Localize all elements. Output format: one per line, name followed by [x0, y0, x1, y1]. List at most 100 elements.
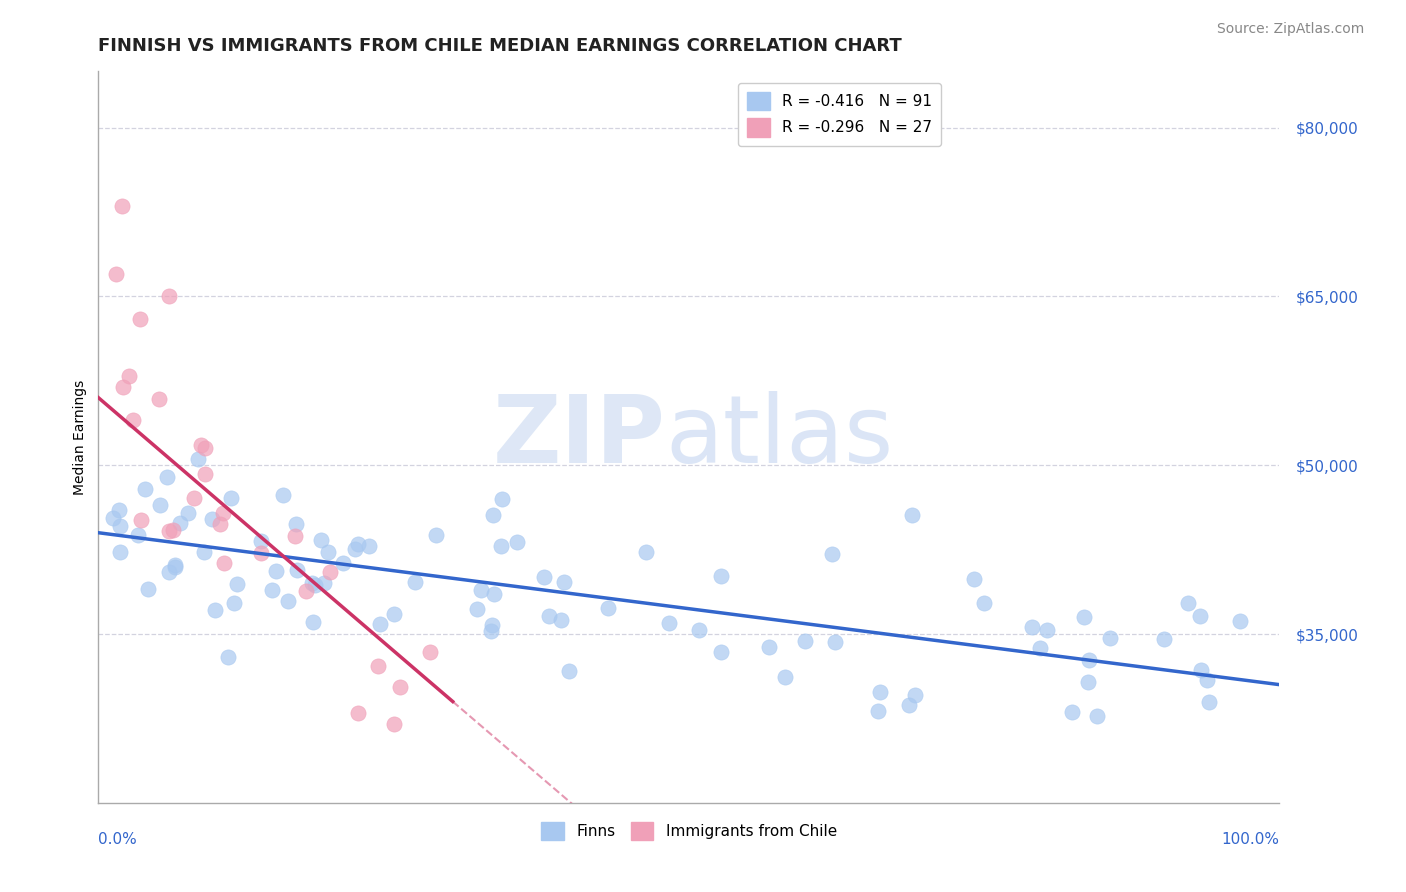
- Point: [314, 575, 336, 590]
- Point: [1229, 615, 1251, 629]
- Point: [285, 517, 308, 532]
- Point: [553, 574, 575, 589]
- Point: [162, 523, 184, 537]
- Point: [204, 603, 226, 617]
- Point: [211, 506, 233, 520]
- Point: [596, 600, 619, 615]
- Point: [1198, 695, 1220, 709]
- Text: 100.0%: 100.0%: [1222, 832, 1279, 847]
- Point: [634, 545, 657, 559]
- Point: [264, 564, 287, 578]
- Legend: Finns, Immigrants from Chile: Finns, Immigrants from Chile: [534, 815, 844, 847]
- Point: [533, 569, 555, 583]
- Point: [107, 503, 129, 517]
- Point: [105, 267, 128, 281]
- Point: [357, 539, 380, 553]
- Point: [332, 556, 354, 570]
- Point: [1085, 708, 1108, 723]
- Point: [157, 289, 180, 303]
- Point: [217, 650, 239, 665]
- Point: [904, 688, 927, 702]
- Point: [1197, 673, 1219, 687]
- Point: [382, 717, 405, 731]
- Point: [368, 616, 391, 631]
- Point: [868, 704, 890, 718]
- Point: [1177, 596, 1199, 610]
- Point: [249, 534, 271, 549]
- Point: [316, 545, 339, 559]
- Point: [112, 380, 135, 394]
- Point: [1036, 623, 1059, 637]
- Point: [183, 491, 205, 505]
- Point: [156, 470, 179, 484]
- Point: [136, 582, 159, 596]
- Point: [285, 563, 308, 577]
- Point: [820, 547, 842, 561]
- Point: [165, 558, 187, 573]
- Point: [304, 577, 326, 591]
- Point: [710, 645, 733, 659]
- Point: [1029, 640, 1052, 655]
- Point: [177, 506, 200, 520]
- Point: [419, 645, 441, 659]
- Point: [550, 613, 572, 627]
- Point: [1078, 653, 1101, 667]
- Text: FINNISH VS IMMIGRANTS FROM CHILE MEDIAN EARNINGS CORRELATION CHART: FINNISH VS IMMIGRANTS FROM CHILE MEDIAN …: [98, 37, 903, 54]
- Point: [425, 527, 447, 541]
- Point: [108, 545, 131, 559]
- Point: [389, 680, 412, 694]
- Point: [824, 635, 846, 649]
- Point: [558, 664, 581, 678]
- Text: 0.0%: 0.0%: [98, 832, 138, 847]
- Point: [271, 488, 294, 502]
- Point: [1073, 609, 1095, 624]
- Point: [157, 524, 180, 538]
- Point: [382, 607, 405, 621]
- Point: [169, 516, 191, 530]
- Point: [226, 577, 249, 591]
- Point: [301, 576, 323, 591]
- Point: [901, 508, 924, 523]
- Point: [219, 491, 242, 505]
- Point: [127, 528, 149, 542]
- Point: [962, 572, 984, 586]
- Point: [973, 596, 995, 610]
- Point: [149, 498, 172, 512]
- Point: [484, 587, 506, 601]
- Point: [111, 199, 134, 213]
- Y-axis label: Median Earnings: Median Earnings: [73, 379, 87, 495]
- Point: [121, 412, 143, 426]
- Point: [1188, 609, 1211, 624]
- Point: [260, 582, 283, 597]
- Point: [1077, 675, 1099, 690]
- Point: [108, 519, 131, 533]
- Point: [688, 623, 710, 637]
- Point: [537, 609, 560, 624]
- Point: [1189, 663, 1212, 677]
- Text: ZIP: ZIP: [492, 391, 665, 483]
- Point: [1099, 631, 1122, 645]
- Point: [134, 482, 156, 496]
- Text: atlas: atlas: [665, 391, 894, 483]
- Point: [194, 441, 217, 455]
- Point: [367, 659, 389, 673]
- Point: [187, 452, 209, 467]
- Point: [773, 670, 796, 684]
- Point: [1153, 632, 1175, 647]
- Point: [318, 565, 340, 579]
- Point: [157, 565, 180, 579]
- Point: [347, 537, 370, 551]
- Point: [897, 698, 920, 712]
- Point: [103, 510, 125, 524]
- Point: [148, 392, 170, 406]
- Point: [277, 594, 299, 608]
- Point: [710, 569, 733, 583]
- Point: [250, 546, 273, 560]
- Point: [347, 706, 370, 720]
- Point: [190, 438, 212, 452]
- Point: [118, 369, 141, 384]
- Point: [284, 529, 307, 543]
- Point: [1021, 620, 1043, 634]
- Point: [658, 616, 681, 631]
- Text: Source: ZipAtlas.com: Source: ZipAtlas.com: [1216, 22, 1364, 37]
